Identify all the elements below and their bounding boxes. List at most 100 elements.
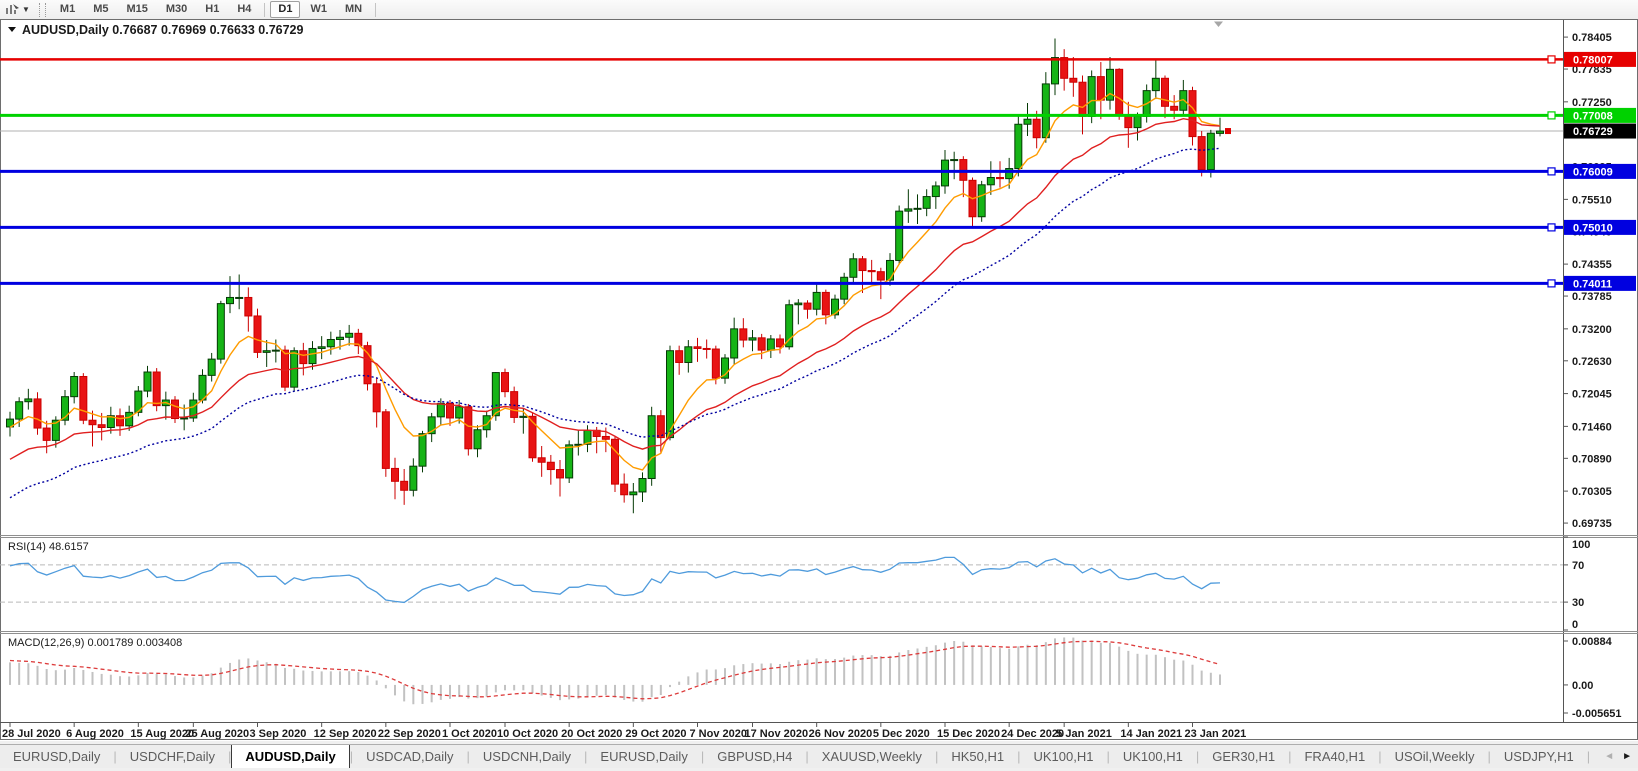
timeframe-button-w1[interactable]: W1	[310, 3, 327, 15]
timeframe-button-h4[interactable]: H4	[237, 3, 252, 15]
timeframe-button-m5[interactable]: M5	[93, 3, 109, 15]
candle	[171, 399, 179, 420]
chart-tab-eurusd-daily[interactable]: EURUSD,Daily	[600, 749, 688, 764]
chart-title: AUDUSD,Daily 0.76687 0.76969 0.76633 0.7…	[22, 23, 303, 37]
tab-separator: |	[349, 749, 354, 764]
chart-tab-eurusd-daily[interactable]: EURUSD,Daily	[13, 749, 101, 764]
chart-shift-icon[interactable]: ▼	[4, 3, 30, 16]
candle	[977, 184, 986, 218]
chart-tab-xauusd-weekly[interactable]: XAUUSD,Weekly	[821, 749, 922, 764]
candle	[244, 296, 253, 317]
timeframe-button-d1[interactable]: D1	[270, 1, 301, 18]
tab-scroll-left-icon[interactable]: ◄	[1604, 750, 1615, 762]
toolbar-grip[interactable]	[38, 2, 46, 17]
chart-tab-uk100-h1[interactable]: UK100,H1	[1033, 749, 1094, 764]
candle	[711, 348, 720, 379]
chart-tab-hk50-h1[interactable]: HK50,H1	[951, 749, 1005, 764]
candle	[1197, 136, 1206, 171]
price-label-bg	[1564, 219, 1636, 235]
tab-separator: |	[934, 749, 939, 764]
price-label-text: 0.76009	[1573, 166, 1613, 178]
chart-tab-fra40-h1[interactable]: FRA40,H1	[1304, 749, 1366, 764]
rsi-tick-label: 100	[1572, 539, 1590, 551]
chart-window[interactable]: AUDUSD,Daily 0.76687 0.76969 0.76633 0.7…	[0, 0, 1638, 749]
date-tick-label: 6 Aug 2020	[66, 728, 124, 740]
candle	[638, 478, 647, 493]
candle	[656, 415, 665, 439]
candle	[88, 419, 97, 426]
candle	[510, 391, 519, 418]
candle	[849, 258, 858, 278]
candle	[831, 298, 839, 316]
ma-slow-line	[9, 147, 1221, 499]
date-tick-label: 3 Sep 2020	[250, 728, 307, 740]
candle	[803, 302, 812, 310]
timeframe-button-m15[interactable]: M15	[126, 3, 148, 15]
price-pane[interactable]	[0, 38, 1563, 514]
tab-scroll-right-icon[interactable]: ►	[1622, 750, 1632, 762]
tab-separator: |	[1586, 749, 1591, 764]
line-handle[interactable]	[1547, 111, 1556, 120]
macd-tick-label: 0.00884	[1572, 636, 1613, 648]
rsi-tick-label: 0	[1572, 619, 1578, 631]
candle	[941, 159, 949, 187]
chart-tab-usdcad-daily[interactable]: USDCAD,Daily	[366, 749, 454, 764]
candle	[867, 270, 876, 273]
line-handle[interactable]	[1547, 223, 1556, 232]
symbol-dropdown-icon[interactable]	[8, 27, 16, 32]
candle	[931, 185, 940, 198]
price-label-box: 0.78007	[1564, 51, 1636, 67]
candle	[106, 415, 115, 429]
chart-tab-usdchf-daily[interactable]: USDCHF,Daily	[129, 749, 216, 764]
date-tick-label: 17 Nov 2020	[745, 728, 809, 740]
line-handle[interactable]	[1547, 55, 1556, 64]
candle	[986, 177, 995, 186]
candle	[70, 375, 79, 398]
price-tick-label: 0.73200	[1572, 324, 1612, 336]
timeframe-toolbar: ▼ M1 M5 M15 M30 H1 H4 D1 W1 MN	[0, 0, 1638, 20]
chart-tab-usdjpy-h1[interactable]: USDJPY,H1	[1503, 749, 1574, 764]
price-label-box: 0.74011	[1564, 275, 1636, 291]
candle	[381, 411, 390, 469]
candle	[473, 429, 482, 450]
timeframe-button-m1[interactable]: M1	[59, 3, 76, 15]
candle	[1161, 77, 1169, 107]
candle	[253, 315, 262, 353]
chart-tab-ger30-h1[interactable]: GER30,H1	[1212, 749, 1276, 764]
chart-tab-audusd-daily[interactable]: AUDUSD,Daily	[231, 745, 350, 768]
line-handle[interactable]	[1547, 167, 1556, 176]
line-handle[interactable]	[1547, 279, 1556, 288]
timeframe-button-mn[interactable]: MN	[344, 3, 363, 15]
candle	[455, 406, 464, 419]
date-tick-label: 22 Sep 2020	[378, 728, 441, 740]
candle	[546, 461, 555, 471]
candle	[15, 401, 24, 420]
chart-canvas[interactable]: AUDUSD,Daily 0.76687 0.76969 0.76633 0.7…	[0, 0, 1638, 744]
chart-tab-usoil-weekly[interactable]: USOil,Weekly	[1394, 749, 1475, 764]
candle	[785, 304, 794, 348]
timeframe-button-m30[interactable]: M30	[165, 3, 188, 15]
chart-tab-dj30-daily[interactable]: DJ30,Daily	[1590, 745, 1598, 768]
date-tick-label: 29 Oct 2020	[625, 728, 686, 740]
candle	[464, 406, 473, 450]
candle	[739, 328, 748, 341]
price-tick-label: 0.77835	[1572, 64, 1612, 76]
chart-tab-gbpusd-h4[interactable]: GBPUSD,H4	[717, 749, 793, 764]
chart-tab-usdcnh-daily[interactable]: USDCNH,Daily	[482, 749, 572, 764]
candle	[528, 415, 537, 459]
tab-separator: |	[1378, 749, 1382, 764]
chart-shift-marker-icon[interactable]	[1214, 21, 1223, 28]
candle	[42, 427, 51, 441]
date-tick-label: 5 Jan 2021	[1056, 728, 1112, 740]
candle	[666, 350, 674, 439]
chart-tab-uk100-h1[interactable]: UK100,H1	[1122, 749, 1183, 764]
rsi-line	[9, 556, 1221, 604]
toolbar-separator	[264, 2, 266, 17]
candle	[693, 346, 702, 349]
candle	[1087, 76, 1096, 117]
candle	[134, 390, 143, 413]
timeframe-button-h1[interactable]: H1	[205, 3, 220, 15]
price-tick-label: 0.72045	[1572, 389, 1612, 401]
price-label-text: 0.77008	[1573, 110, 1613, 122]
candle	[1005, 168, 1014, 180]
